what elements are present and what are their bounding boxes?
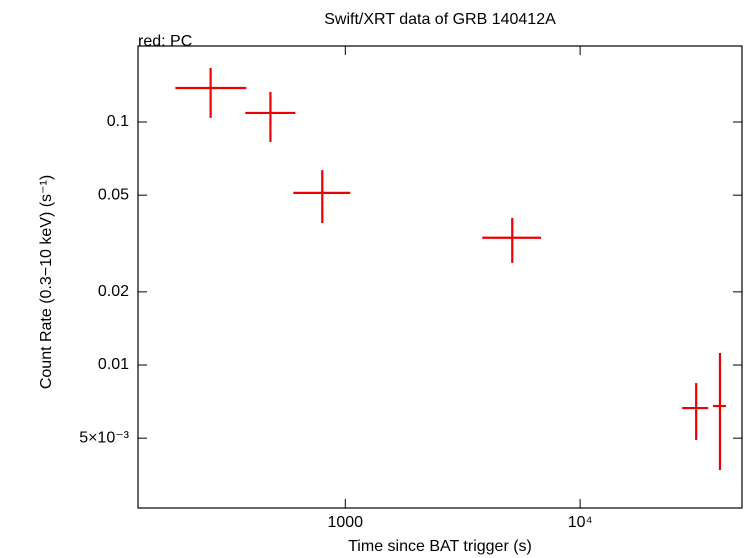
y-tick-label: 0.05 [98,186,129,203]
y-tick-label: 0.1 [107,113,129,130]
y-tick-label: 0.02 [98,283,129,300]
y-tick-label: 5×10⁻³ [79,429,129,446]
x-tick-label: 10⁴ [568,514,593,531]
plot-frame [137,45,743,509]
annotation: red: PC [138,33,192,50]
x-tick-label: 1000 [327,514,363,531]
chart-title: Swift/XRT data of GRB 140412A [324,11,556,28]
x-axis-label: Time since BAT trigger (s) [348,538,532,555]
y-axis-label: Count Rate (0.3−10 keV) (s⁻¹) [38,175,55,389]
y-tick-label: 0.01 [98,356,129,373]
